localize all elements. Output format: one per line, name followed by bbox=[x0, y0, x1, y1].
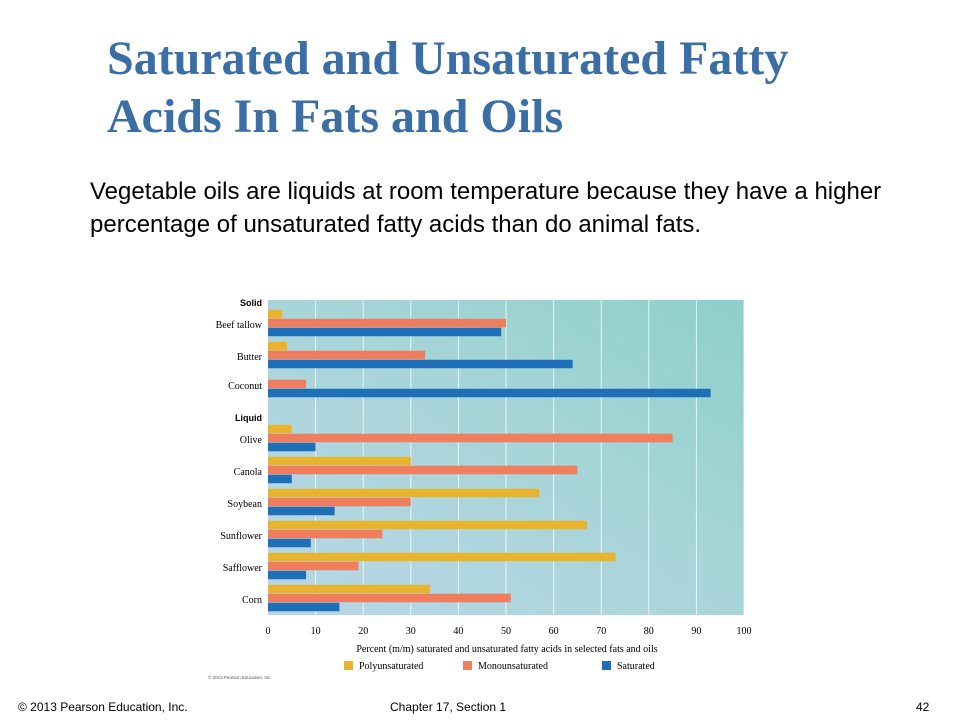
x-tick-label: 0 bbox=[266, 626, 271, 637]
bar-polyunsaturated-beef-tallow bbox=[268, 309, 283, 319]
chart-category-label: Butter bbox=[237, 352, 263, 363]
x-tick-label: 100 bbox=[737, 626, 752, 637]
chart-category-label: Coconut bbox=[228, 381, 262, 392]
bar-monounsaturated-beef-tallow bbox=[268, 318, 506, 328]
slide-title-line1: Saturated and Unsaturated Fatty bbox=[107, 32, 789, 85]
x-axis-label: Percent (m/m) saturated and unsaturated … bbox=[356, 644, 657, 655]
x-tick-label: 60 bbox=[549, 626, 559, 637]
bar-monounsaturated-canola bbox=[268, 465, 578, 475]
chart-category-label: Corn bbox=[242, 595, 262, 606]
slide-title: Saturated and Unsaturated Fatty Acids In… bbox=[107, 30, 907, 146]
bar-saturated-canola bbox=[268, 474, 292, 484]
legend-label: Polyunsaturated bbox=[359, 661, 423, 672]
bar-saturated-sunflower bbox=[268, 538, 311, 548]
legend-swatch bbox=[602, 661, 611, 670]
x-tick-label: 10 bbox=[311, 626, 321, 637]
bar-saturated-safflower bbox=[268, 570, 307, 580]
footer-copyright: © 2013 Pearson Education, Inc. bbox=[18, 700, 188, 714]
x-tick-label: 20 bbox=[358, 626, 368, 637]
footer-chapter: Chapter 17, Section 1 bbox=[390, 700, 507, 714]
bar-saturated-butter bbox=[268, 359, 573, 369]
bar-polyunsaturated-canola bbox=[268, 456, 411, 466]
bar-polyunsaturated-corn bbox=[268, 584, 430, 594]
legend-label: Saturated bbox=[617, 661, 655, 672]
legend-label: Monounsaturated bbox=[478, 661, 548, 672]
bar-polyunsaturated-safflower bbox=[268, 552, 616, 562]
x-tick-label: 40 bbox=[453, 626, 463, 637]
bar-saturated-olive bbox=[268, 442, 316, 452]
x-tick-label: 70 bbox=[596, 626, 606, 637]
slide-body-text: Vegetable oils are liquids at room tempe… bbox=[90, 178, 882, 238]
bar-monounsaturated-butter bbox=[268, 350, 426, 360]
x-tick-label: 30 bbox=[406, 626, 416, 637]
bar-saturated-soybean bbox=[268, 506, 335, 516]
legend-swatch bbox=[463, 661, 472, 670]
chart-category-label: Safflower bbox=[223, 563, 263, 574]
chart-category-label: Olive bbox=[240, 435, 263, 446]
chart-category-label: Soybean bbox=[228, 499, 262, 510]
bar-monounsaturated-olive bbox=[268, 433, 673, 443]
bar-saturated-beef-tallow bbox=[268, 327, 502, 337]
legend-swatch bbox=[344, 661, 353, 670]
x-tick-label: 90 bbox=[691, 626, 701, 637]
chart-group-label: Solid bbox=[240, 298, 262, 308]
bar-polyunsaturated-olive bbox=[268, 424, 292, 434]
bar-polyunsaturated-sunflower bbox=[268, 520, 587, 530]
slide-title-line2: Acids In Fats and Oils bbox=[107, 90, 564, 143]
bar-saturated-corn bbox=[268, 602, 340, 612]
bar-monounsaturated-soybean bbox=[268, 497, 411, 507]
chart-category-label: Sunflower bbox=[220, 531, 262, 542]
bar-monounsaturated-sunflower bbox=[268, 529, 383, 539]
chart-category-label: Beef tallow bbox=[216, 320, 263, 331]
chart-category-label: Canola bbox=[234, 467, 263, 478]
bar-monounsaturated-coconut bbox=[268, 379, 307, 389]
bar-monounsaturated-corn bbox=[268, 593, 511, 603]
bar-saturated-coconut bbox=[268, 388, 711, 398]
bar-monounsaturated-safflower bbox=[268, 561, 359, 571]
chart-copyright: © 2013 Pearson Education, Inc. bbox=[208, 674, 272, 680]
x-tick-label: 80 bbox=[644, 626, 654, 637]
x-tick-label: 50 bbox=[501, 626, 511, 637]
chart-group-label: Liquid bbox=[235, 413, 262, 423]
bar-polyunsaturated-butter bbox=[268, 341, 288, 351]
footer-page-number: 42 bbox=[916, 700, 930, 714]
bar-polyunsaturated-soybean bbox=[268, 488, 540, 498]
